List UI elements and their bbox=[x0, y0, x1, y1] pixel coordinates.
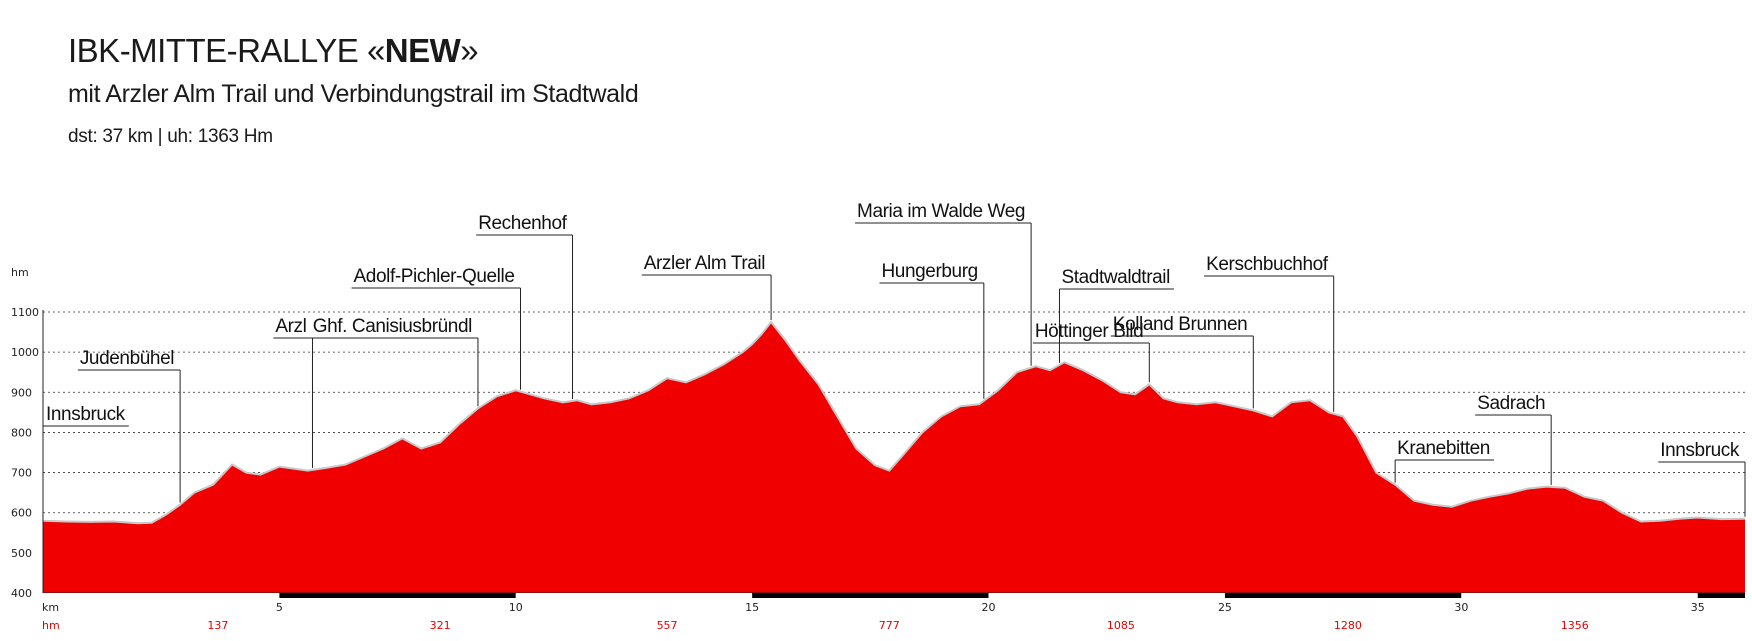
km-scale-segment bbox=[1224, 593, 1462, 598]
x-tick-label: 25 bbox=[1218, 601, 1232, 614]
waypoint-label: Adolf-Pichler-Quelle bbox=[351, 266, 522, 390]
waypoint-label-text: Hungerburg bbox=[881, 261, 977, 282]
waypoint-label: Kerschbuchhof bbox=[1204, 254, 1335, 412]
y-tick-label: 400 bbox=[11, 587, 32, 600]
chart-subtitle: mit Arzler Alm Trail und Verbindungstrai… bbox=[68, 80, 639, 108]
waypoint-label-text: Stadtwaldtrail bbox=[1061, 267, 1169, 288]
y-tick-label: 600 bbox=[11, 507, 32, 520]
bottom-row-value: 321 bbox=[430, 619, 451, 632]
waypoint-label-text: Ghf. Canisiusbründl bbox=[313, 316, 472, 337]
waypoint-label: Hungerburg bbox=[879, 261, 985, 399]
elevation-profile bbox=[42, 320, 1746, 593]
axes: 400 500 600 700 800 900 1000 1100 hm km 5 10 15 20 25 3… bbox=[11, 266, 1745, 632]
waypoint-label: Höttinger Bild bbox=[1032, 321, 1150, 383]
waypoint-label-text: Sadrach bbox=[1477, 393, 1545, 414]
chart-title: IBK-MITTE-RALLYE «NEW» bbox=[68, 32, 479, 69]
bottom-row-value: 137 bbox=[207, 619, 228, 632]
waypoint-label-text: Maria im Walde Weg bbox=[857, 201, 1025, 222]
waypoint-label: Judenbühel bbox=[77, 348, 181, 503]
header: IBK-MITTE-RALLYE «NEW» mit Arzler Alm Tr… bbox=[68, 32, 639, 148]
bottom-row-value: 1085 bbox=[1107, 619, 1135, 632]
km-scale-segment bbox=[515, 593, 753, 598]
x-tick-label: 20 bbox=[982, 601, 996, 614]
waypoint-label: Sadrach bbox=[1475, 393, 1552, 485]
waypoint-label: Maria im Walde Weg bbox=[855, 201, 1032, 366]
waypoint-label: Kolland Brunnen bbox=[1110, 314, 1254, 409]
waypoint-label-text: Innsbruck bbox=[1660, 440, 1740, 461]
y-tick-label: 900 bbox=[11, 386, 32, 399]
x-tick-label: 35 bbox=[1691, 601, 1705, 614]
y-tick-label: 800 bbox=[11, 426, 32, 439]
waypoint-label: Rechenhof bbox=[476, 213, 574, 399]
elevation-outline bbox=[42, 320, 1746, 525]
km-scale-segment bbox=[752, 593, 989, 598]
x-tick-label: 5 bbox=[276, 601, 283, 614]
x-tick-label: 15 bbox=[745, 601, 759, 614]
elevation-area bbox=[43, 322, 1745, 593]
waypoint-label-text: Arzl bbox=[275, 316, 306, 337]
waypoint-label: Stadtwaldtrail bbox=[1058, 267, 1174, 363]
y-axis-label: hm bbox=[11, 266, 29, 279]
y-tick-label: 1100 bbox=[11, 306, 39, 319]
y-tick-label: 1000 bbox=[11, 346, 39, 359]
x-tick-label: 30 bbox=[1454, 601, 1468, 614]
waypoint-labels: Innsbruck Judenbühel Arzl Ghf. Canisiusbrün… bbox=[42, 201, 1746, 519]
x-tick-label: 10 bbox=[509, 601, 523, 614]
bottom-row-label: hm bbox=[42, 619, 60, 632]
km-scale-segment bbox=[988, 593, 1225, 598]
km-scale-segment bbox=[1461, 593, 1698, 598]
waypoint-label: Arzler Alm Trail bbox=[641, 253, 772, 321]
bottom-row-value: 1356 bbox=[1561, 619, 1589, 632]
x-axis-label: km bbox=[42, 601, 59, 614]
y-tick-label: 500 bbox=[11, 547, 32, 560]
km-scale-segment bbox=[279, 593, 516, 598]
waypoint-label-text: Judenbühel bbox=[80, 348, 174, 369]
waypoint-label-text: Innsbruck bbox=[46, 404, 126, 425]
bottom-row-value: 1280 bbox=[1334, 619, 1362, 632]
waypoint-label: Innsbruck bbox=[1658, 440, 1746, 517]
waypoint-label-text: Adolf-Pichler-Quelle bbox=[354, 266, 515, 287]
bottom-row-value: 777 bbox=[879, 619, 900, 632]
waypoint-label-text: Kolland Brunnen bbox=[1113, 314, 1248, 335]
route-stats: dst: 37 km | uh: 1363 Hm bbox=[68, 126, 273, 147]
waypoint-label-text: Rechenhof bbox=[478, 213, 567, 234]
waypoint-label: Ghf. Canisiusbründl bbox=[310, 316, 479, 407]
km-scale-segment bbox=[43, 593, 280, 598]
title-bold: NEW bbox=[384, 32, 461, 69]
waypoint-label-text: Höttinger Bild bbox=[1035, 321, 1143, 342]
y-tick-label: 700 bbox=[11, 467, 32, 480]
waypoint-label: Arzl bbox=[273, 316, 313, 468]
waypoint-label: Kranebitten bbox=[1394, 438, 1494, 483]
bottom-row-value: 557 bbox=[657, 619, 678, 632]
km-scale-segment bbox=[1697, 593, 1745, 598]
waypoint-label: Innsbruck bbox=[42, 404, 129, 519]
waypoint-label-text: Kerschbuchhof bbox=[1206, 254, 1329, 275]
waypoint-label-text: Kranebitten bbox=[1397, 438, 1490, 459]
waypoint-label-text: Arzler Alm Trail bbox=[644, 253, 765, 274]
